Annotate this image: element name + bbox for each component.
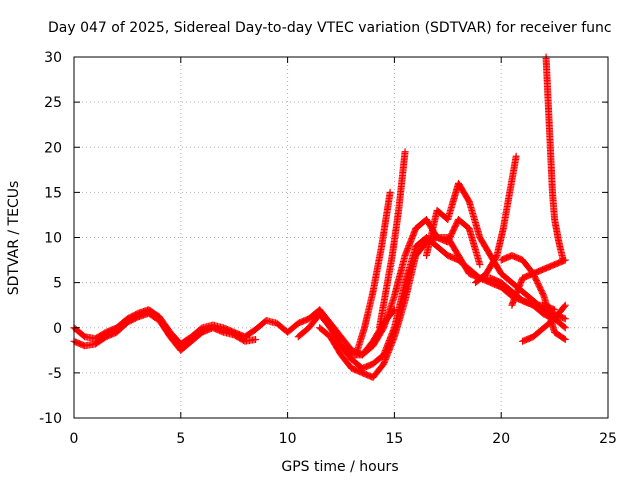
- y-tick-label: -5: [48, 366, 62, 382]
- series-spike-4: [542, 53, 567, 264]
- y-tick-label: 10: [44, 231, 62, 247]
- data-layer: [70, 53, 569, 381]
- y-tick-label: 15: [44, 185, 62, 201]
- series-track-2: [70, 309, 260, 354]
- data-point: [252, 335, 260, 343]
- y-tick-label: 30: [44, 50, 62, 66]
- data-point: [512, 152, 520, 160]
- data-point: [386, 188, 394, 196]
- y-tick-label: 0: [53, 321, 62, 337]
- y-tick-label: 5: [53, 276, 62, 292]
- data-point: [561, 324, 569, 332]
- series-spike-1: [352, 188, 394, 359]
- x-tick-label: 5: [176, 431, 185, 447]
- tick-layer: 0 5 10 15 20 25 -10 -5 0 5 10 15 20 25 30: [39, 50, 617, 447]
- data-point: [476, 261, 484, 269]
- series-track-9: [497, 252, 569, 343]
- chart-title: Day 047 of 2025, Sidereal Day-to-day VTE…: [48, 20, 612, 36]
- series-spike-2: [375, 148, 409, 332]
- data-point: [560, 335, 568, 343]
- data-point: [561, 335, 569, 343]
- data-point: [561, 315, 569, 323]
- data-point: [561, 301, 569, 309]
- x-tick-label: 25: [599, 431, 617, 447]
- x-tick-label: 0: [70, 431, 79, 447]
- y-axis-label: SDTVAR / TECUs: [6, 181, 22, 296]
- x-axis-label: GPS time / hours: [281, 459, 398, 475]
- data-point: [401, 148, 409, 156]
- data-point: [560, 302, 568, 310]
- y-tick-label: -10: [39, 411, 62, 427]
- series-track-5: [337, 215, 484, 359]
- x-tick-label: 15: [385, 431, 403, 447]
- y-tick-label: 25: [44, 95, 62, 111]
- data-point: [559, 256, 567, 264]
- y-tick-label: 20: [44, 140, 62, 156]
- series-spike-3: [472, 152, 520, 287]
- x-tick-label: 10: [279, 431, 297, 447]
- x-tick-label: 20: [492, 431, 510, 447]
- data-point: [560, 323, 568, 331]
